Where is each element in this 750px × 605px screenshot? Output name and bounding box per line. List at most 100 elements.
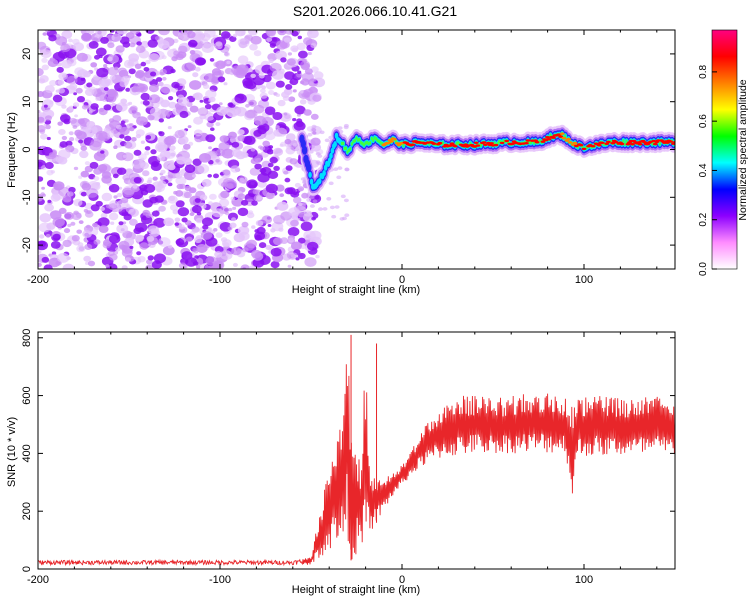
ridge-mark	[301, 145, 308, 155]
noise-blob	[55, 36, 68, 46]
noise-blob	[285, 84, 293, 90]
noise-blob	[136, 41, 142, 46]
ridge-mark	[369, 141, 372, 145]
noise-blob	[49, 100, 54, 105]
noise-blob	[102, 241, 111, 249]
ridge-core	[540, 140, 546, 143]
noise-blob	[181, 217, 188, 223]
noise-blob	[312, 94, 322, 102]
noise-blob	[268, 58, 274, 64]
noise-blob	[68, 131, 74, 136]
noise-blob	[41, 193, 46, 197]
noise-blob	[76, 52, 88, 62]
noise-blob	[194, 67, 201, 72]
noise-blob	[62, 263, 75, 269]
noise-blob	[43, 264, 53, 269]
noise-blob	[145, 59, 151, 65]
noise-blob	[72, 125, 78, 129]
noise-blob	[50, 241, 61, 249]
noise-blob	[109, 234, 121, 244]
noise-blob	[117, 167, 127, 175]
noise-blob	[118, 69, 129, 78]
noise-blob	[118, 240, 130, 250]
noise-blob	[81, 104, 89, 110]
noise-blob	[111, 33, 122, 42]
noise-blob	[129, 42, 136, 48]
noise-blob	[222, 135, 230, 141]
noise-blob	[284, 138, 292, 145]
noise-blob	[250, 73, 256, 79]
ridge-core	[572, 141, 578, 145]
noise-blob	[253, 129, 262, 137]
noise-blob	[115, 247, 121, 252]
ridge-core	[545, 136, 550, 139]
noise-blob	[140, 140, 145, 144]
noise-blob	[111, 102, 116, 107]
noise-blob	[119, 80, 128, 88]
noise-blob	[272, 147, 284, 156]
noise-blob	[66, 58, 77, 67]
noise-blob	[142, 170, 150, 177]
noise-blob	[215, 41, 223, 47]
ridge-mark	[353, 138, 357, 143]
noise-blob	[157, 39, 170, 50]
noise-blob	[135, 134, 141, 139]
noise-blob	[150, 149, 157, 155]
ridge-mark	[344, 146, 348, 151]
noise-blob	[164, 110, 173, 116]
ridge-core	[473, 141, 479, 144]
noise-blob	[275, 184, 285, 192]
noise-blob	[209, 193, 217, 200]
noise-blob	[201, 179, 212, 187]
noise-blob	[57, 226, 63, 230]
noise-blob	[114, 33, 118, 38]
noise-blob	[231, 217, 237, 222]
noise-blob	[76, 229, 82, 234]
noise-blob	[45, 233, 51, 238]
noise-blob	[97, 217, 110, 227]
ridge-core	[590, 145, 596, 148]
ridge-core	[410, 143, 415, 146]
noise-blob	[242, 152, 249, 158]
noise-blob	[95, 182, 101, 186]
noise-blob	[78, 220, 84, 225]
noise-blob	[156, 188, 162, 193]
noise-blob	[58, 149, 71, 160]
noise-blob	[106, 263, 118, 269]
ridge-core	[637, 143, 643, 146]
noise-blob	[237, 55, 249, 64]
noise-blob	[272, 112, 283, 120]
noise-blob	[240, 264, 250, 269]
noise-blob	[261, 215, 273, 224]
noise-blob	[276, 201, 289, 211]
noise-blob	[304, 68, 313, 75]
noise-blob	[264, 106, 276, 115]
ridge-mark	[308, 171, 312, 178]
noise-blob	[303, 109, 312, 116]
noise-blob	[124, 141, 133, 149]
noise-blob	[145, 213, 152, 219]
noise-blob	[256, 195, 263, 201]
noise-blob	[68, 38, 73, 43]
noise-blob	[239, 177, 245, 182]
noise-blob	[232, 262, 238, 267]
noise-blob	[145, 30, 155, 34]
noise-blob	[179, 110, 189, 119]
noise-blob	[238, 231, 250, 241]
noise-blob	[167, 195, 178, 204]
colorbar-tick-label: 0.6	[698, 114, 709, 128]
noise-blob	[74, 114, 78, 118]
noise-blob	[254, 163, 262, 170]
noise-blob	[77, 96, 85, 103]
noise-blob	[328, 181, 334, 186]
noise-blob	[212, 208, 224, 218]
noise-blob	[250, 158, 259, 165]
noise-blob	[121, 212, 126, 216]
noise-blob	[195, 217, 203, 224]
noise-blob	[307, 132, 313, 137]
noise-blob	[158, 131, 165, 137]
noise-blob	[279, 143, 284, 147]
y-tick-label: 0	[21, 146, 33, 152]
noise-blob	[279, 193, 285, 198]
noise-blob	[290, 45, 299, 52]
